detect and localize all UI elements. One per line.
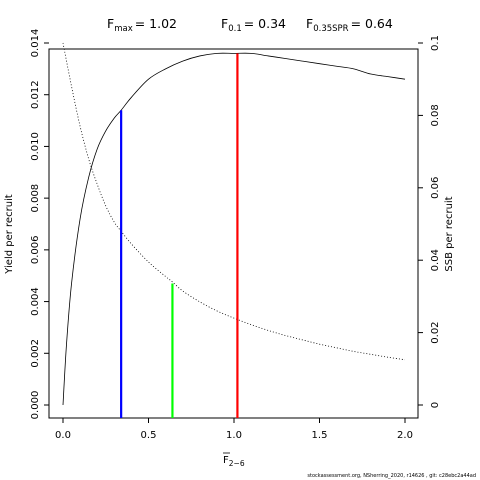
y-axis-left: 0.000 0.002 0.004 0.006 0.008 0.010 0.012 0.014 xyxy=(30,29,49,420)
x-tick-label: 2.0 xyxy=(397,430,413,441)
footer-note: stockassessment.org, NSherring_2020, r14… xyxy=(307,473,476,479)
x-tick-label: 0.5 xyxy=(141,430,157,441)
title-f035spr: F0.35SPR = 0.64 xyxy=(306,16,393,34)
reference-lines xyxy=(120,53,239,418)
y-tick-label: 0.002 xyxy=(30,339,41,368)
chart-title: Fmax = 1.02 F0.1 = 0.34 F0.35SPR = 0.64 xyxy=(107,16,393,34)
y2-tick-label: 0.04 xyxy=(430,249,441,271)
ssb-per-recruit-line xyxy=(62,42,406,361)
x-tick-label: 0.0 xyxy=(55,430,71,441)
y-axis-label: Yield per recruit xyxy=(4,194,15,275)
y2-tick-label: 0.02 xyxy=(430,321,441,343)
y2-tick-label: 0.08 xyxy=(430,104,441,126)
series-layer xyxy=(62,42,406,406)
x-tick-label: 1.0 xyxy=(226,430,242,441)
x-axis: 0.0 0.5 1.0 1.5 2.0 xyxy=(55,418,413,441)
y-tick-label: 0.012 xyxy=(30,80,41,109)
y-tick-label: 0.010 xyxy=(30,132,41,161)
y-tick-label: 0.008 xyxy=(30,184,41,213)
y-axis-right: 0 0.02 0.04 0.06 0.08 0.1 xyxy=(418,35,441,408)
y-tick-label: 0.000 xyxy=(30,391,41,420)
x-axis-label: F2−6 xyxy=(223,455,245,468)
y2-tick-label: 0 xyxy=(430,402,441,408)
plot-frame xyxy=(48,48,419,419)
yield-per-recruit-line xyxy=(62,52,406,406)
y2-tick-label: 0.1 xyxy=(430,35,441,51)
title-fmax: Fmax = 1.02 xyxy=(107,16,177,34)
title-f01: F0.1 = 0.34 xyxy=(221,16,286,34)
y2-axis-label: SSB per recruit xyxy=(444,196,455,271)
y-tick-label: 0.014 xyxy=(30,29,41,58)
y2-tick-label: 0.06 xyxy=(430,177,441,199)
y-tick-label: 0.004 xyxy=(30,287,41,316)
y-tick-label: 0.006 xyxy=(30,236,41,265)
x-tick-label: 1.5 xyxy=(312,430,328,441)
